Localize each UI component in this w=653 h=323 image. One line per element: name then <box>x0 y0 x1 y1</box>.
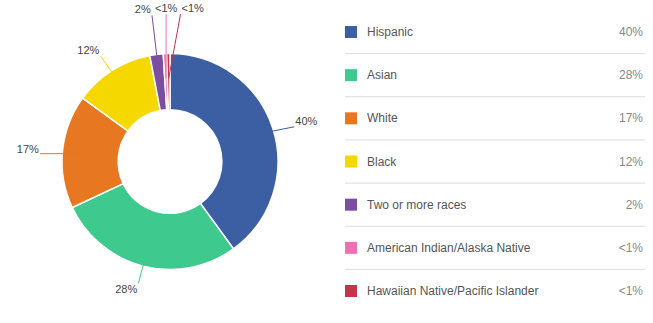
leader-line <box>40 153 87 154</box>
data-label: 12% <box>77 44 99 56</box>
leader-lines <box>40 14 294 283</box>
legend-separator <box>345 226 645 227</box>
legend-label: Hispanic <box>367 25 413 39</box>
data-label: <1% <box>182 2 205 14</box>
slice <box>83 55 161 131</box>
leader-line <box>152 15 160 79</box>
legend-separator <box>345 269 645 270</box>
legend-separator <box>345 183 645 184</box>
chart: 40% 28% 17% 12% 2% <1% <1% Hispanic 40% Asian 28% W… <box>0 0 653 323</box>
leader-line <box>249 127 294 136</box>
leader-line <box>169 14 181 78</box>
legend-separator <box>345 139 645 140</box>
data-label: 40% <box>295 115 317 127</box>
legend-value: 40% <box>619 25 643 39</box>
legend-swatch <box>345 199 357 211</box>
legend-label: Two or more races <box>367 198 466 212</box>
legend-value: 12% <box>619 155 643 169</box>
legend-value: 28% <box>619 68 643 82</box>
legend-value: <1% <box>619 284 644 298</box>
data-label: 17% <box>17 143 39 155</box>
legend-value: <1% <box>619 241 644 255</box>
data-label: 2% <box>135 3 151 15</box>
leader-line <box>101 56 126 91</box>
legend-swatch <box>345 285 357 297</box>
legend-separator <box>345 53 645 54</box>
leader-line <box>166 14 167 78</box>
legend-swatch <box>345 26 357 38</box>
legend-label: Black <box>367 155 397 169</box>
legend-swatch <box>345 69 357 81</box>
legend-swatch <box>345 112 357 124</box>
data-label: <1% <box>155 2 178 14</box>
legend-value: 17% <box>619 111 643 125</box>
legend-value: 2% <box>626 198 644 212</box>
data-label: 28% <box>115 283 137 295</box>
legend-label: Asian <box>367 68 397 82</box>
legend-label: White <box>367 111 398 125</box>
data-labels: 40% 28% 17% 12% 2% <1% <1% <box>17 2 318 295</box>
legend-separator <box>345 96 645 97</box>
legend: Hispanic 40% Asian 28% White 17% Black 12% Two o… <box>345 25 645 298</box>
legend-swatch <box>345 156 357 168</box>
legend-label: Hawaiian Native/Pacific Islander <box>367 284 538 298</box>
legend-swatch <box>345 242 357 254</box>
slice <box>167 54 170 110</box>
legend-label: American Indian/Alaska Native <box>367 241 531 255</box>
donut <box>62 54 278 270</box>
leader-line <box>138 242 149 283</box>
